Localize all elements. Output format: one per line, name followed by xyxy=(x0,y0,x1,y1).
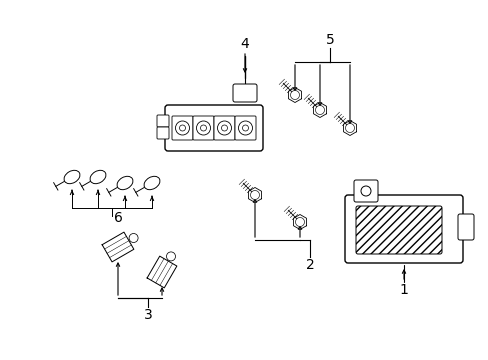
Polygon shape xyxy=(343,121,356,135)
Circle shape xyxy=(196,121,210,135)
Circle shape xyxy=(175,121,189,135)
Circle shape xyxy=(179,125,185,131)
Circle shape xyxy=(360,186,370,196)
Circle shape xyxy=(221,125,227,131)
Text: 4: 4 xyxy=(240,37,249,51)
Circle shape xyxy=(166,252,175,261)
FancyBboxPatch shape xyxy=(164,105,263,151)
Text: 2: 2 xyxy=(305,258,314,272)
FancyBboxPatch shape xyxy=(172,116,193,140)
Text: 5: 5 xyxy=(325,33,334,47)
FancyBboxPatch shape xyxy=(214,116,235,140)
Ellipse shape xyxy=(117,176,133,190)
FancyBboxPatch shape xyxy=(355,206,441,254)
Circle shape xyxy=(238,121,252,135)
Ellipse shape xyxy=(64,170,80,184)
Ellipse shape xyxy=(144,176,160,190)
FancyBboxPatch shape xyxy=(193,116,214,140)
Polygon shape xyxy=(293,215,306,230)
Polygon shape xyxy=(102,232,134,262)
Circle shape xyxy=(200,125,206,131)
FancyBboxPatch shape xyxy=(345,195,462,263)
Polygon shape xyxy=(147,256,177,288)
Text: 3: 3 xyxy=(143,308,152,322)
Circle shape xyxy=(345,123,354,132)
Circle shape xyxy=(217,121,231,135)
Polygon shape xyxy=(248,188,261,202)
FancyBboxPatch shape xyxy=(157,115,169,127)
FancyBboxPatch shape xyxy=(353,180,377,202)
FancyBboxPatch shape xyxy=(157,127,169,139)
Circle shape xyxy=(250,190,259,199)
FancyBboxPatch shape xyxy=(457,214,473,240)
Text: 1: 1 xyxy=(399,283,407,297)
FancyBboxPatch shape xyxy=(235,116,256,140)
Text: 6: 6 xyxy=(113,211,122,225)
Circle shape xyxy=(242,125,248,131)
Polygon shape xyxy=(288,87,301,103)
FancyBboxPatch shape xyxy=(232,84,257,102)
Circle shape xyxy=(295,217,304,226)
Circle shape xyxy=(129,234,138,243)
Ellipse shape xyxy=(90,170,106,184)
Circle shape xyxy=(315,105,324,114)
Circle shape xyxy=(290,90,299,99)
Polygon shape xyxy=(313,103,326,117)
